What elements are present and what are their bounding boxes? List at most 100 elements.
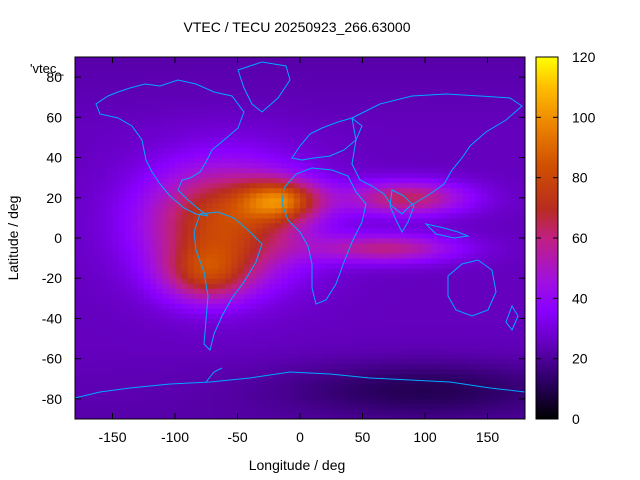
heatmap-cell (337, 97, 345, 103)
heatmap-cell (225, 403, 232, 410)
heatmap-cell (362, 363, 370, 370)
heatmap-cell (312, 152, 320, 159)
heatmap-cell (200, 102, 207, 108)
heatmap-cell (231, 293, 238, 299)
heatmap-cell (100, 227, 107, 234)
heatmap-cell (337, 162, 345, 169)
heatmap-cell (156, 243, 163, 249)
heatmap-cell (143, 112, 151, 118)
heatmap-cell (300, 348, 307, 355)
heatmap-cell (118, 378, 126, 385)
heatmap-cell (350, 353, 357, 360)
heatmap-cell (437, 258, 445, 264)
heatmap-cell (262, 207, 270, 214)
heatmap-cell (187, 117, 195, 123)
heatmap-cell (243, 388, 251, 395)
heatmap-cell (256, 308, 263, 314)
heatmap-cell (406, 97, 413, 103)
heatmap-cell (81, 353, 88, 360)
heatmap-cell (337, 363, 345, 370)
heatmap-cell (350, 368, 357, 375)
heatmap-cell (193, 67, 201, 73)
heatmap-cell (187, 187, 195, 194)
heatmap-cell (100, 333, 107, 340)
heatmap-cell (375, 222, 382, 229)
heatmap-cell (400, 207, 407, 214)
heatmap-cell (412, 333, 420, 340)
heatmap-cell (500, 202, 507, 209)
heatmap-cell (150, 77, 157, 83)
heatmap-cell (375, 238, 382, 244)
heatmap-cell (425, 127, 432, 133)
heatmap-cell (275, 288, 282, 294)
heatmap-cell (250, 253, 257, 259)
heatmap-cell (262, 212, 270, 219)
heatmap-cell (256, 92, 263, 98)
heatmap-cell (75, 142, 82, 148)
heatmap-cell (300, 313, 307, 319)
heatmap-cell (168, 217, 176, 224)
heatmap-cell (281, 167, 288, 174)
heatmap-cell (150, 388, 157, 395)
heatmap-cell (118, 57, 126, 63)
heatmap-cell (212, 383, 220, 390)
heatmap-cell (418, 363, 426, 370)
heatmap-cell (250, 283, 257, 289)
heatmap-cell (143, 157, 151, 164)
heatmap-cell (162, 368, 170, 375)
heatmap-cell (437, 373, 445, 380)
heatmap-cell (125, 338, 132, 345)
heatmap-cell (112, 238, 120, 244)
heatmap-cell (456, 368, 463, 375)
heatmap-cell (281, 222, 288, 229)
heatmap-cell (93, 117, 101, 123)
heatmap-cell (125, 97, 132, 103)
heatmap-cell (81, 102, 88, 108)
heatmap-cell (187, 303, 195, 309)
heatmap-cell (162, 263, 170, 269)
heatmap-cell (443, 107, 451, 113)
heatmap-cell (406, 403, 413, 410)
heatmap-cell (375, 227, 382, 234)
heatmap-cell (393, 258, 401, 264)
heatmap-cell (368, 333, 376, 340)
heatmap-cell (206, 383, 213, 390)
heatmap-cell (431, 227, 438, 234)
heatmap-cell (143, 368, 151, 375)
heatmap-cell (187, 207, 195, 214)
heatmap-cell (456, 62, 463, 68)
heatmap-cell (237, 62, 245, 68)
heatmap-cell (118, 107, 126, 113)
heatmap-cell (318, 182, 326, 189)
heatmap-cell (318, 278, 326, 284)
heatmap-cell (325, 92, 332, 98)
heatmap-cell (193, 363, 201, 370)
heatmap-cell (93, 67, 101, 73)
heatmap-cell (93, 157, 101, 164)
heatmap-cell (112, 273, 120, 279)
heatmap-cell (300, 62, 307, 68)
heatmap-cell (275, 248, 282, 254)
heatmap-cell (200, 378, 207, 385)
heatmap-cell (125, 222, 132, 229)
heatmap-cell (400, 383, 407, 390)
heatmap-cell (375, 167, 382, 174)
heatmap-cell (306, 348, 313, 355)
heatmap-cell (293, 363, 301, 370)
heatmap-cell (237, 343, 245, 350)
heatmap-cell (262, 288, 270, 294)
heatmap-cell (400, 258, 407, 264)
heatmap-cell (331, 323, 338, 329)
heatmap-cell (112, 82, 120, 88)
heatmap-cell (243, 293, 251, 299)
heatmap-cell (406, 368, 413, 375)
heatmap-cell (337, 343, 345, 350)
heatmap-cell (131, 77, 138, 83)
heatmap-cell (87, 283, 95, 289)
heatmap-cell (112, 378, 120, 385)
heatmap-cell (312, 323, 320, 329)
heatmap-cell (293, 112, 301, 118)
heatmap-cell (350, 112, 357, 118)
heatmap-cell (318, 303, 326, 309)
heatmap-cell (268, 288, 276, 294)
